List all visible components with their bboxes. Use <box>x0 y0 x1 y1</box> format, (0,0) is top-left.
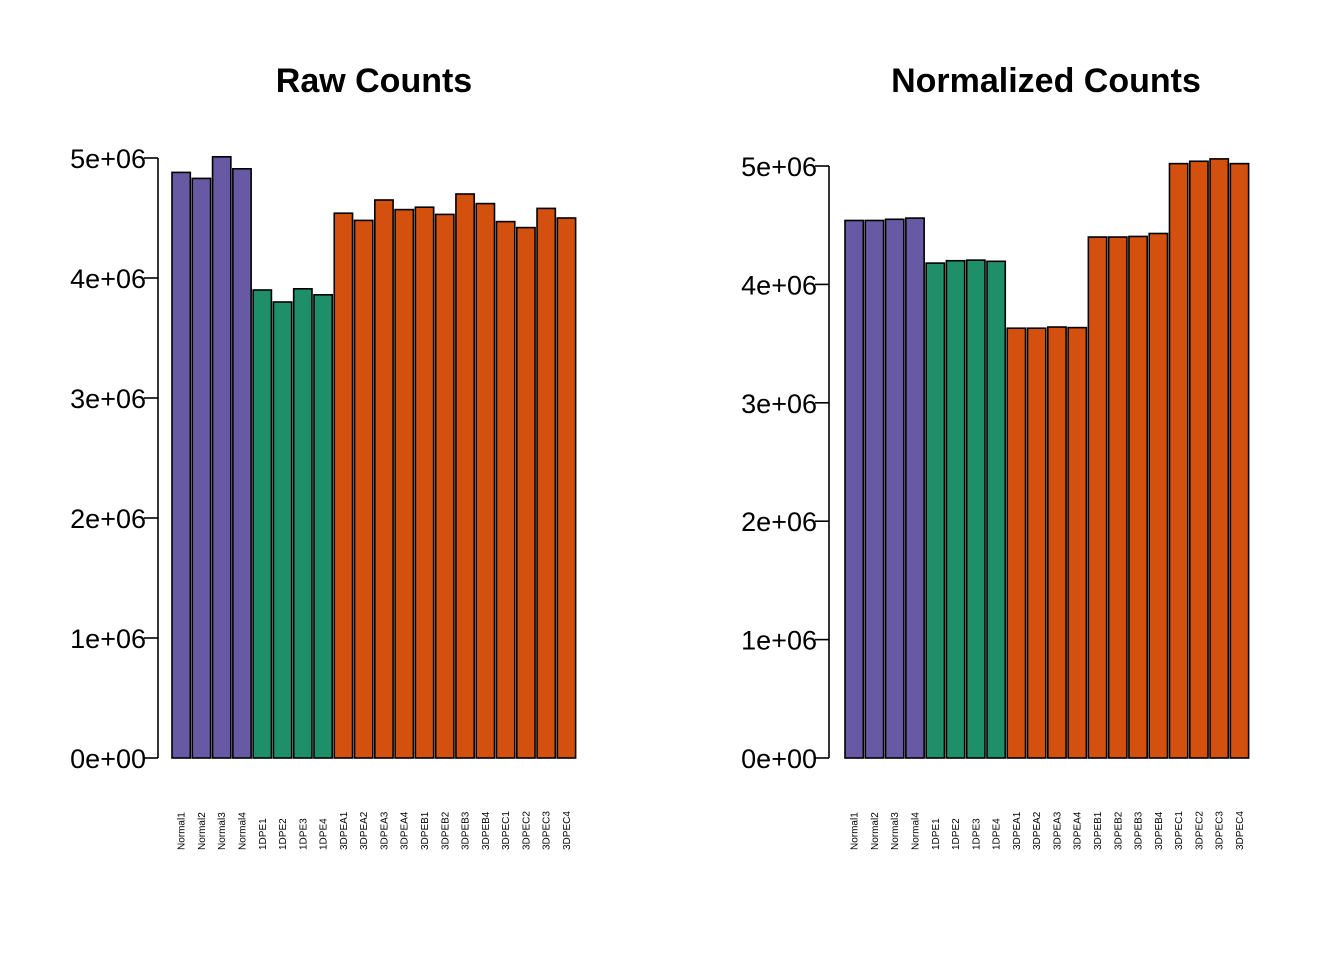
raw-bar-3dpea2 <box>353 219 374 759</box>
raw-x-tick-label: 3DPEC3 <box>542 811 553 850</box>
raw-bar-3dpec4 <box>556 217 577 759</box>
normalized-x-tick-label: 1DPE3 <box>971 818 982 850</box>
raw-x-tick-label: Normal4 <box>237 812 248 850</box>
raw-x-tick-label: 1DPE4 <box>319 818 330 850</box>
normalized-x-tick-label: 3DPEB2 <box>1113 811 1124 850</box>
normalized-bar-3dpec2 <box>1188 160 1209 759</box>
raw-y-tick-label: 3e+06 <box>70 384 146 414</box>
normalized-bar-normal3 <box>884 218 905 759</box>
raw-x-tick-label: 3DPEA2 <box>359 811 370 850</box>
raw-x-tick-label: 3DPEA1 <box>339 811 350 850</box>
normalized-bar-3dpea4 <box>1067 326 1088 759</box>
raw-counts-title: Raw Counts <box>276 62 472 100</box>
normalized-y-tick-label: 0e+00 <box>741 744 817 774</box>
normalized-counts-panel: Normalized Counts 0e+00 1e+06 2e+06 3e+06 4e… <box>741 62 1250 850</box>
raw-y-tick-label: 2e+06 <box>70 504 146 534</box>
normalized-bar-1dpe4 <box>986 260 1007 759</box>
raw-bar-1dpe4 <box>313 293 334 759</box>
raw-x-tick-label: 3DPEA3 <box>379 811 390 850</box>
raw-x-tick-label: 3DPEC2 <box>521 811 532 850</box>
normalized-y-tick-label: 4e+06 <box>741 270 817 300</box>
raw-bar-3dpec2 <box>515 226 536 759</box>
raw-bar-3dpeb4 <box>475 202 496 759</box>
normalized-y-tick-label: 1e+06 <box>741 626 817 656</box>
raw-x-tick-label: 3DPEB3 <box>461 811 472 850</box>
raw-counts-panel: Raw Counts 0e+00 1e+06 2e+06 3e+06 4e+06 5e+0… <box>70 62 577 850</box>
normalized-y-tick-label: 5e+06 <box>741 152 817 182</box>
normalized-x-tick-label: 3DPEA3 <box>1052 811 1063 850</box>
normalized-y-tick-label: 2e+06 <box>741 507 817 537</box>
normalized-bar-3dpea1 <box>1006 327 1027 759</box>
normalized-y-tick-label: 3e+06 <box>741 389 817 419</box>
normalized-x-tick-label: 3DPEA2 <box>1032 811 1043 850</box>
normalized-bar-3dpea3 <box>1047 326 1067 759</box>
raw-bar-3dpea4 <box>394 208 415 759</box>
normalized-x-tick-label: Normal2 <box>870 812 881 850</box>
normalized-bar-1dpe3 <box>965 259 986 759</box>
normalized-x-tick-label: Normal3 <box>890 812 901 850</box>
raw-y-tick-label: 5e+06 <box>70 144 146 174</box>
normalized-bar-normal2 <box>864 219 885 759</box>
normalized-bar-3dpea2 <box>1026 327 1047 759</box>
normalized-x-tick-label: 3DPEB3 <box>1134 811 1145 850</box>
raw-x-tick-label: 3DPEB1 <box>420 811 431 850</box>
normalized-x-tick-label: 3DPEB4 <box>1154 811 1165 850</box>
normalized-x-tick-label: 3DPEC4 <box>1235 811 1246 850</box>
raw-bar-normal3 <box>211 156 232 759</box>
normalized-x-tick-label: 3DPEA1 <box>1012 811 1023 850</box>
normalized-bar-1dpe2 <box>945 259 966 759</box>
normalized-x-tick-label: 3DPEC2 <box>1194 811 1205 850</box>
raw-x-tick-label: 1DPE3 <box>298 818 309 850</box>
normalized-x-tick-label: 3DPEC1 <box>1174 811 1185 850</box>
raw-bar-3dpea3 <box>373 199 394 759</box>
normalized-bar-3dpec3 <box>1209 158 1230 759</box>
raw-bar-3dpec1 <box>495 220 516 759</box>
raw-bar-normal1 <box>171 171 192 759</box>
normalized-x-tick-label: Normal4 <box>910 812 921 850</box>
raw-y-tick-label: 1e+06 <box>70 624 146 654</box>
normalized-bar-3dpeb3 <box>1128 235 1149 759</box>
normalized-x-tick-label: 1DPE4 <box>992 818 1003 850</box>
normalized-x-tick-label: 3DPEA4 <box>1073 811 1084 850</box>
raw-bar-3dpeb2 <box>434 213 455 759</box>
normalized-bar-3dpeb1 <box>1087 236 1108 759</box>
raw-x-tick-label: 3DPEB2 <box>440 811 451 850</box>
raw-bar-3dpeb3 <box>455 193 476 759</box>
normalized-counts-title: Normalized Counts <box>891 62 1201 100</box>
normalized-x-tick-label: Normal1 <box>850 812 861 850</box>
normalized-bar-3dpec4 <box>1229 162 1250 759</box>
normalized-x-tick-label: 1DPE2 <box>951 818 962 850</box>
raw-bar-1dpe2 <box>272 301 293 759</box>
raw-bar-normal4 <box>232 168 252 759</box>
normalized-x-tick-label: 1DPE1 <box>931 818 942 850</box>
normalized-bar-3dpeb4 <box>1148 232 1169 759</box>
raw-y-tick-label: 4e+06 <box>70 264 146 294</box>
normalized-bar-3dpeb2 <box>1107 236 1128 759</box>
raw-bar-normal2 <box>191 177 212 759</box>
normalized-x-tick-label: 3DPEC3 <box>1215 811 1226 850</box>
raw-x-tick-label: Normal1 <box>177 812 188 850</box>
raw-bar-3dpea1 <box>333 212 354 759</box>
normalized-bar-normal4 <box>905 217 925 759</box>
raw-x-tick-label: Normal2 <box>197 812 208 850</box>
raw-x-tick-label: 3DPEA4 <box>400 811 411 850</box>
raw-x-tick-label: 3DPEC1 <box>501 811 512 850</box>
raw-bar-3dpeb1 <box>414 206 435 759</box>
raw-y-tick-label: 0e+00 <box>70 744 146 774</box>
normalized-bar-normal1 <box>844 219 865 759</box>
raw-bar-3dpec3 <box>536 207 557 759</box>
normalized-x-tick-label: 3DPEB1 <box>1093 811 1104 850</box>
raw-bar-1dpe3 <box>292 287 313 759</box>
raw-x-tick-label: 1DPE2 <box>278 818 289 850</box>
normalized-bar-3dpec1 <box>1168 162 1189 759</box>
normalized-bar-1dpe1 <box>925 262 946 759</box>
raw-x-tick-label: Normal3 <box>217 812 228 850</box>
raw-bar-1dpe1 <box>252 289 273 759</box>
raw-x-tick-label: 3DPEB4 <box>481 811 492 850</box>
raw-x-tick-label: 1DPE1 <box>258 818 269 850</box>
raw-x-tick-label: 3DPEC4 <box>562 811 573 850</box>
